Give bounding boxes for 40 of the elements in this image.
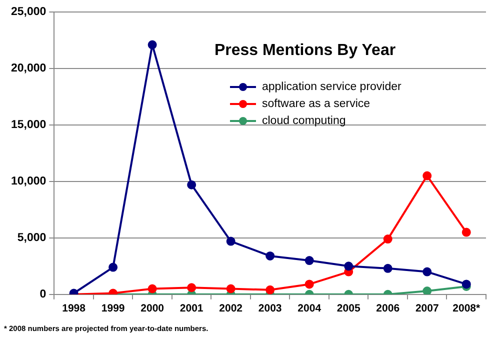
point (383, 234, 392, 244)
point (383, 264, 392, 273)
text: Press Mentions By Year (213, 42, 397, 60)
point (148, 284, 157, 294)
y-tick-label: 15,000 (10, 119, 46, 132)
x-tick-label: 1999 (101, 302, 125, 315)
point (344, 262, 354, 271)
y-tick-label: 10,000 (10, 176, 46, 188)
x-tick-label: 2004 (298, 302, 322, 315)
x-tick-label: 2007 (415, 302, 439, 315)
x-tick-label: 2000 (140, 302, 164, 315)
legend-label: application service provider (262, 80, 402, 92)
point (226, 236, 236, 246)
x-tick-label: 2005 (336, 302, 360, 315)
x-tick-label: 2002 (219, 302, 243, 315)
point (187, 180, 196, 190)
y-tick-label: 0 (40, 288, 46, 301)
y-tick-label: 5,000 (17, 232, 46, 244)
point (148, 40, 157, 50)
point (226, 284, 236, 294)
x-tick-label: 2006 (376, 302, 400, 315)
point (108, 262, 118, 272)
x-tick-label: 2001 (180, 302, 204, 315)
point (304, 256, 314, 266)
point (462, 280, 471, 289)
x-tick-label: 2008* (452, 302, 482, 315)
point (304, 280, 314, 289)
point (187, 283, 196, 292)
legend-label: cloud computing (262, 114, 346, 126)
y-tick-label: 25,000 (10, 6, 46, 18)
point (422, 286, 432, 294)
x-tick-label: 1998 (62, 302, 86, 315)
point (462, 228, 471, 237)
point (422, 267, 432, 276)
y-tick-label: 20,000 (10, 62, 46, 75)
legend-label: software as a service (262, 98, 370, 110)
x-tick-label: 2003 (258, 302, 282, 315)
point (422, 171, 432, 180)
point (266, 251, 275, 260)
point (266, 285, 275, 294)
